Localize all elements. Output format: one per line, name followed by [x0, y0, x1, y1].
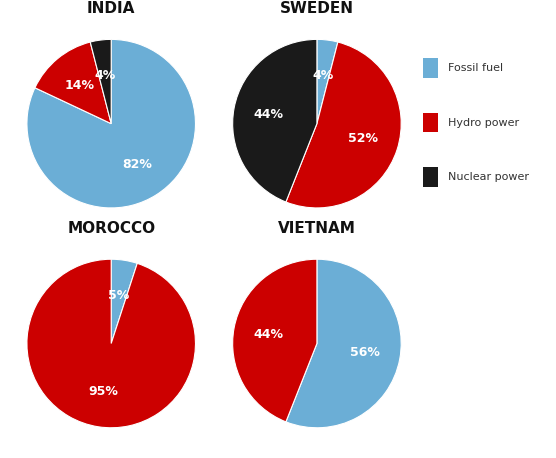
Wedge shape: [232, 259, 317, 422]
Bar: [423, 58, 438, 78]
Text: Nuclear power: Nuclear power: [448, 172, 529, 182]
Wedge shape: [27, 39, 196, 208]
Wedge shape: [232, 39, 317, 202]
Text: 44%: 44%: [254, 108, 284, 121]
Text: 14%: 14%: [65, 80, 95, 93]
Title: MOROCCO: MOROCCO: [67, 221, 155, 235]
Text: 82%: 82%: [122, 158, 152, 171]
Wedge shape: [27, 259, 196, 428]
Text: 44%: 44%: [254, 328, 284, 341]
Text: 4%: 4%: [312, 69, 334, 82]
Text: 52%: 52%: [349, 132, 379, 145]
Text: 95%: 95%: [88, 385, 118, 398]
Text: Fossil fuel: Fossil fuel: [448, 63, 503, 73]
Wedge shape: [35, 42, 111, 124]
Text: 56%: 56%: [350, 346, 380, 359]
Wedge shape: [90, 39, 111, 124]
Wedge shape: [286, 259, 401, 428]
Title: SWEDEN: SWEDEN: [280, 1, 354, 16]
Text: 4%: 4%: [95, 69, 116, 82]
Text: 5%: 5%: [108, 289, 130, 302]
Title: VIETNAM: VIETNAM: [278, 221, 356, 235]
Text: Hydro power: Hydro power: [448, 118, 519, 128]
Wedge shape: [111, 259, 137, 344]
Wedge shape: [317, 39, 338, 124]
Bar: [423, 167, 438, 187]
Title: INDIA: INDIA: [87, 1, 136, 16]
Bar: [423, 113, 438, 132]
Wedge shape: [286, 42, 401, 208]
